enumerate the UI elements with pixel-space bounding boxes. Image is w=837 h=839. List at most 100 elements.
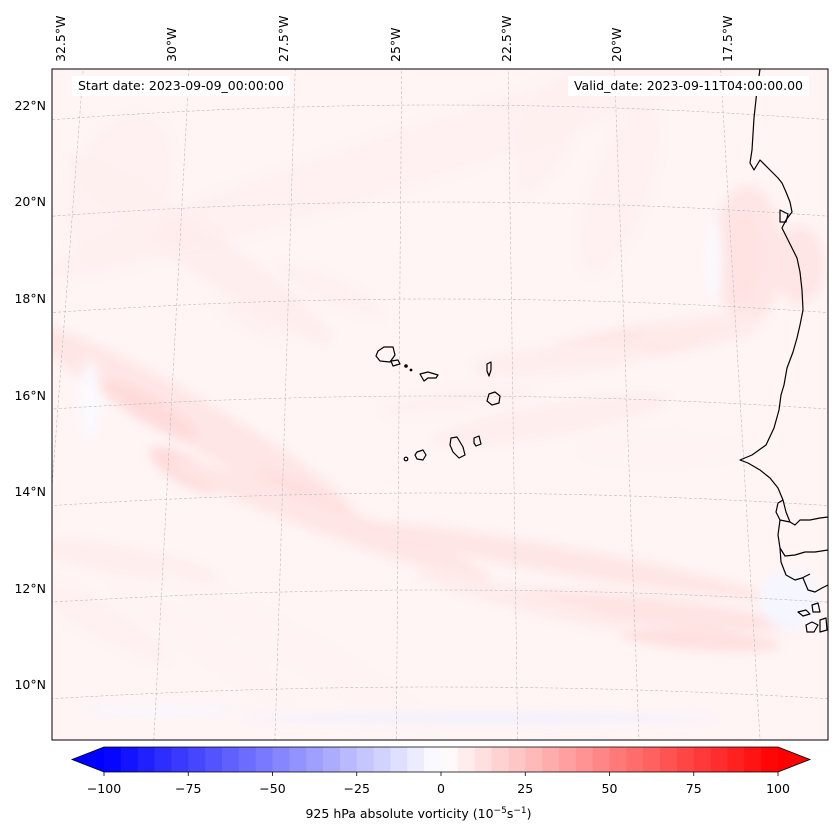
map-panel[interactable]	[0, 0, 837, 797]
colorbar-bin	[137, 747, 156, 772]
colorbar-bin	[575, 747, 594, 772]
colorbar-label-exp1: −5	[493, 806, 507, 816]
colorbar-tick-label: −25	[344, 781, 370, 796]
colorbar-bin	[744, 747, 762, 772]
colorbar-bin	[306, 747, 324, 772]
positive-vorticity-region	[52, 577, 170, 663]
latitude-tick-label: 16°N	[14, 388, 46, 403]
coastline-guinea-bissau	[779, 547, 828, 593]
map-frame	[51, 68, 829, 741]
island-sao-vicente	[390, 359, 401, 367]
valid-date-annotation: Valid_date: 2023-09-11T04:00:00.00	[567, 76, 809, 96]
colorbar-label-unit: s	[506, 806, 514, 822]
colorbar-bin	[542, 747, 560, 772]
negative-vorticity-region	[80, 705, 240, 715]
colorbar-bin	[693, 747, 712, 772]
longitude-tick-label: 25°W	[388, 27, 403, 62]
start-date-annotation: Start date: 2023-09-09_00:00:00	[72, 76, 290, 96]
colorbar-bin	[205, 747, 223, 772]
colorbar-bin	[120, 747, 139, 772]
colorbar-bin	[171, 747, 189, 772]
positive-vorticity-region	[413, 569, 627, 631]
positive-vorticity-region	[170, 459, 490, 581]
positive-vorticity-region	[620, 628, 780, 652]
latitude-tick-label: 20°N	[14, 194, 46, 209]
island-branco	[409, 368, 413, 372]
positive-vorticity-region	[109, 575, 291, 705]
meridian-line	[720, 69, 761, 740]
meridian-line	[153, 69, 190, 740]
positive-vorticity-region	[713, 185, 783, 325]
colorbar-bin	[457, 747, 476, 772]
colorbar-tick-label: −75	[175, 781, 201, 796]
negative-vorticity-region	[240, 713, 720, 723]
latitude-tick-label: 14°N	[14, 484, 46, 499]
colorbar-bin	[373, 747, 392, 772]
colorbar-label-end: )	[526, 806, 532, 822]
colorbar-extend-high	[778, 747, 810, 772]
meridian-line	[507, 69, 518, 740]
latitude-tick-label: 12°N	[14, 581, 46, 596]
colorbar-bin	[356, 747, 375, 772]
colorbar-bin	[643, 747, 661, 772]
island-santiago	[449, 436, 466, 459]
longitude-tick-label: 20°W	[609, 27, 624, 62]
positive-vorticity-region	[775, 225, 825, 305]
positive-vorticity-region	[512, 69, 588, 195]
island-santo-antao	[375, 346, 396, 363]
positive-vorticity-region	[52, 322, 355, 518]
colorbar-tick-label: 50	[602, 781, 618, 796]
colorbar-tick-label: −50	[259, 781, 285, 796]
negative-vorticity-region	[80, 360, 100, 440]
island-sao-nicolau	[419, 371, 439, 382]
colorbar-tick-label: 100	[766, 781, 790, 796]
colorbar	[70, 746, 812, 773]
positive-vorticity-region	[254, 467, 346, 513]
coastline-gambia	[775, 499, 828, 557]
island-fogo	[414, 449, 427, 461]
positive-vorticity-region	[101, 379, 199, 441]
colorbar-bin	[238, 747, 257, 772]
colorbar-ticks: −100 −75 −50 −25 0 25 50 75 100	[87, 772, 790, 796]
positive-vorticity-region	[380, 383, 540, 417]
colorbar-bin	[558, 747, 577, 772]
longitude-tick-labels: 32.5°W 30°W 27.5°W 25°W 22.5°W 20°W 17.5°W	[53, 16, 735, 62]
positive-vorticity-region	[65, 112, 175, 268]
positive-vorticity-region	[431, 393, 669, 447]
colorbar-bin	[255, 747, 274, 772]
positive-vorticity-region	[578, 104, 662, 276]
island-santa-luzia	[404, 364, 408, 368]
colorbar-bin	[727, 747, 745, 772]
colorbar-tick-label: −100	[87, 781, 121, 796]
vorticity-field	[52, 69, 828, 732]
colorbar-bin	[508, 747, 526, 772]
colorbar-bin	[491, 747, 509, 772]
longitude-tick-label: 22.5°W	[499, 16, 514, 62]
coastline-mauritania-senegal	[739, 69, 828, 526]
colorbar-bin	[710, 747, 729, 772]
longitude-tick-label: 32.5°W	[53, 16, 68, 62]
colorbar-bin	[188, 747, 206, 772]
longitude-tick-label: 17.5°W	[720, 16, 735, 62]
latitude-tick-labels: 22°N 20°N 18°N 16°N 14°N 12°N 10°N	[14, 98, 46, 692]
longitude-tick-label: 27.5°W	[276, 16, 291, 62]
parallel-line	[52, 298, 828, 313]
coast-inlet-banc-darguin	[779, 209, 789, 223]
colorbar-bin	[761, 747, 779, 772]
colorbar-bin	[390, 747, 408, 772]
cabo-verde-islands	[375, 346, 501, 462]
positive-vorticity-region	[275, 261, 385, 319]
colorbar-extend-low	[72, 747, 104, 772]
colorbar-label-exp2: −1	[513, 806, 527, 816]
colorbar-bin	[154, 747, 172, 772]
colorbar-bin	[104, 747, 122, 772]
parallel-line	[52, 201, 828, 217]
longitude-tick-label: 30°W	[164, 27, 179, 62]
graticule	[52, 69, 828, 740]
colorbar-bin	[424, 747, 442, 772]
meridian-line	[395, 69, 402, 740]
positive-vorticity-region	[161, 568, 439, 732]
parallel-line	[52, 492, 828, 506]
colorbar-bin	[592, 747, 611, 772]
colorbar-bin	[323, 747, 341, 772]
